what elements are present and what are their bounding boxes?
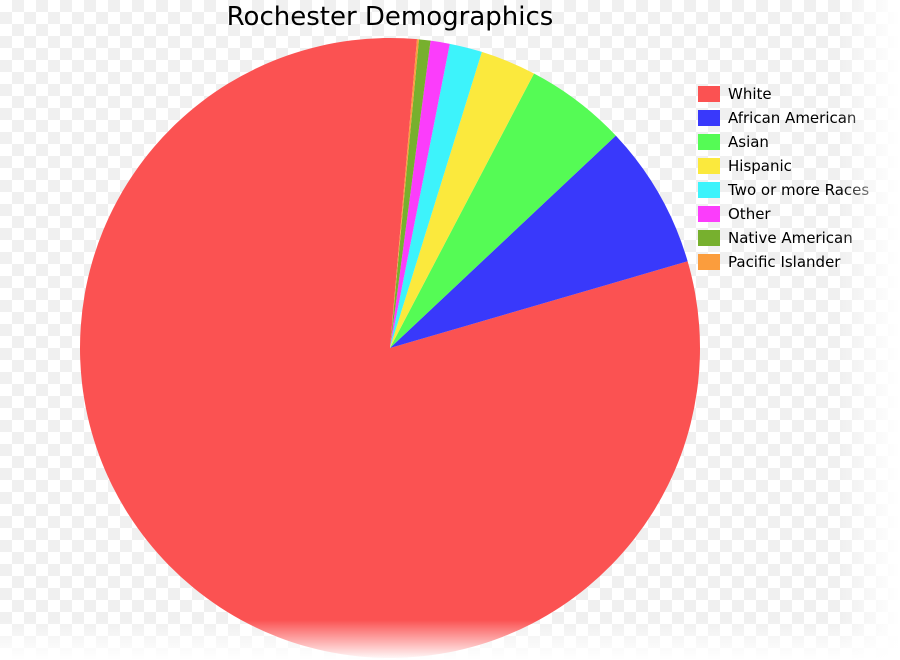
legend-swatch — [698, 254, 720, 270]
legend-label: White — [728, 85, 772, 103]
pie-chart — [80, 38, 700, 660]
legend-item: Native American — [698, 226, 869, 250]
legend-item: Pacific Islander — [698, 250, 869, 274]
legend-swatch — [698, 182, 720, 198]
legend-label: Pacific Islander — [728, 253, 840, 271]
legend: White African American Asian Hispanic Two or… — [698, 82, 869, 274]
legend-label: Asian — [728, 133, 769, 151]
legend-label: Hispanic — [728, 157, 792, 175]
legend-item: White — [698, 82, 869, 106]
legend-item: Hispanic — [698, 154, 869, 178]
legend-swatch — [698, 110, 720, 126]
legend-label: Native American — [728, 229, 853, 247]
legend-label: African American — [728, 109, 856, 127]
pie-svg — [80, 38, 700, 658]
legend-swatch — [698, 230, 720, 246]
legend-item: African American — [698, 106, 869, 130]
legend-item: Asian — [698, 130, 869, 154]
legend-label: Two or more Races — [728, 181, 869, 199]
legend-item: Other — [698, 202, 869, 226]
legend-swatch — [698, 158, 720, 174]
legend-swatch — [698, 134, 720, 150]
chart-title: Rochester Demographics — [0, 2, 780, 32]
legend-swatch — [698, 86, 720, 102]
legend-swatch — [698, 206, 720, 222]
legend-label: Other — [728, 205, 771, 223]
chart-canvas: Rochester Demographics White African Amer… — [0, 0, 900, 660]
legend-item: Two or more Races — [698, 178, 869, 202]
